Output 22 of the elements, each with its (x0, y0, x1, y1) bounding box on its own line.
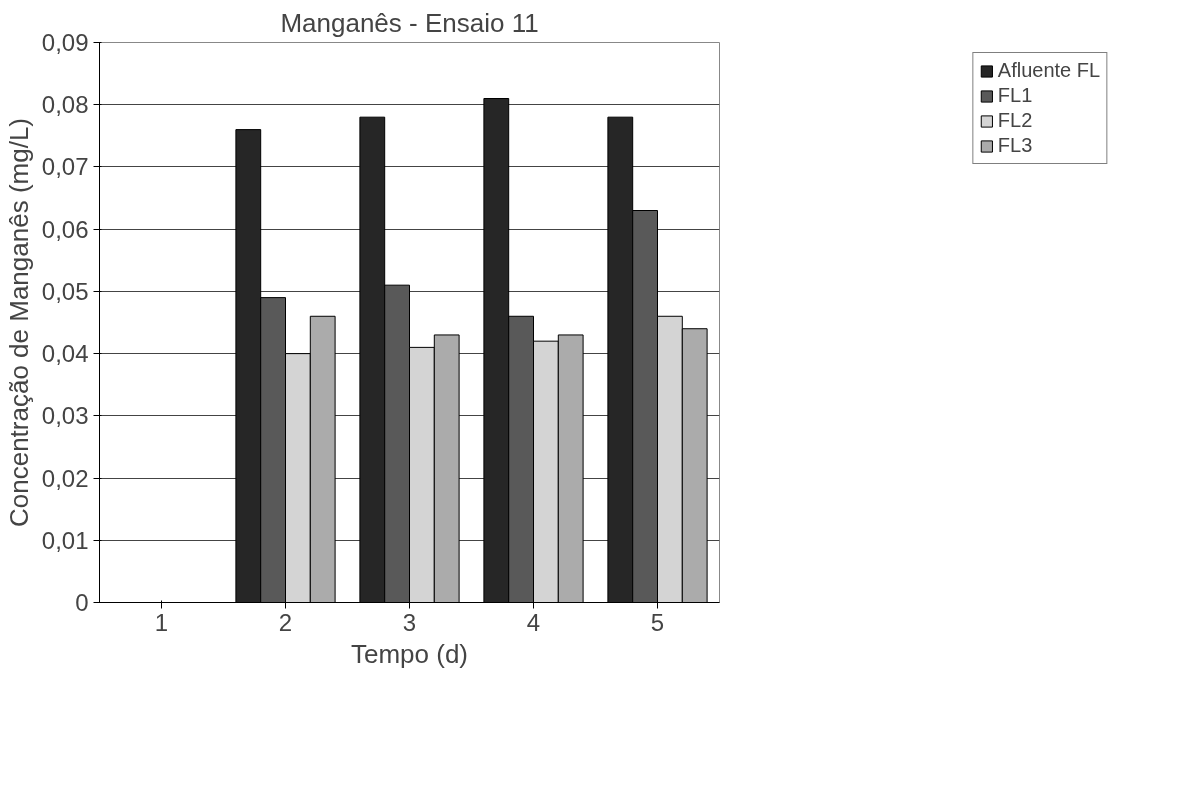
x-tick-label: 5 (650, 608, 665, 636)
legend-label: Afluente FL (997, 59, 1101, 82)
y-tick-label: 0,04 (41, 340, 89, 368)
y-tick-label: 0,06 (41, 215, 89, 243)
y-tick-label: 0 (75, 589, 89, 616)
y-tick-label: 0,01 (41, 526, 89, 554)
y-tick-label: 0,08 (41, 91, 89, 119)
y-tick-label: 0,05 (41, 277, 89, 305)
legend-label: FL2 (997, 109, 1033, 132)
y-tick-label: 0,03 (41, 402, 89, 430)
y-tick-label: 0,02 (41, 464, 89, 492)
legend-label: FL1 (997, 84, 1033, 107)
chart-title: Manganês - Ensaio 11 (280, 7, 539, 38)
x-tick-label: 3 (402, 608, 417, 636)
x-tick-label: 1 (154, 608, 169, 636)
x-axis-title: Tempo (d) (350, 638, 469, 669)
y-tick-label: 0,07 (41, 153, 89, 181)
x-tick-label: 2 (278, 608, 293, 636)
y-axis-title: Concentração de Manganês (mg/L) (3, 117, 34, 527)
y-tick-label: 0,09 (41, 29, 89, 56)
x-tick-label: 4 (526, 608, 541, 636)
legend-label: FL3 (997, 134, 1033, 157)
